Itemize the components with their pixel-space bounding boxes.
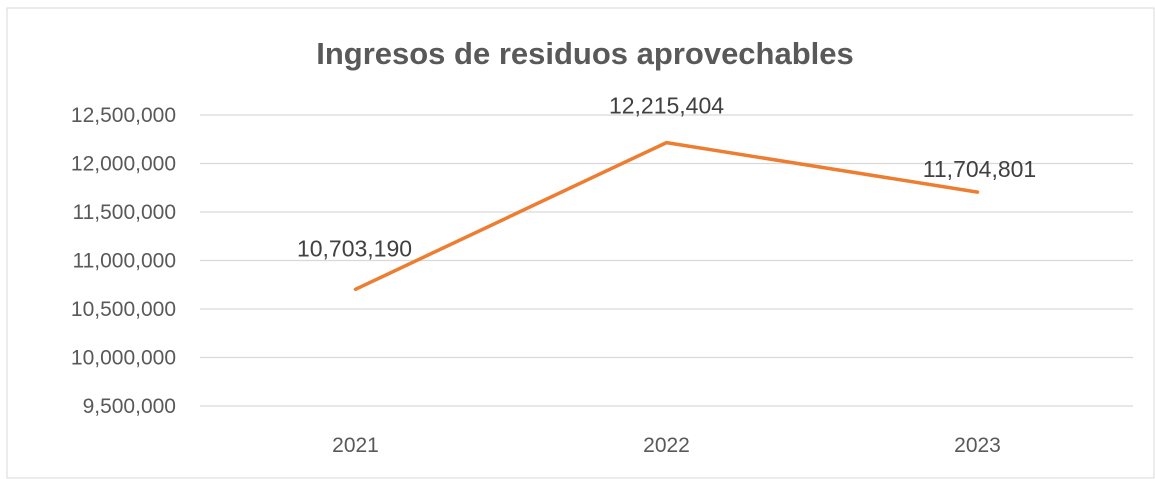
- y-tick-label: 10,500,000: [71, 298, 176, 321]
- y-tick-label: 11,500,000: [72, 201, 176, 224]
- x-tick-label: 2023: [954, 434, 1001, 457]
- chart-title: Ingresos de residuos aprovechables: [316, 36, 854, 71]
- x-tick-label: 2022: [643, 434, 690, 457]
- series-group: [353, 140, 980, 292]
- data-label: 12,215,404: [609, 93, 724, 119]
- y-axis-tick-labels: 9,500,000 10,000,000 10,500,000 11,000,000 1…: [71, 104, 176, 418]
- y-tick-label: 12,000,000: [71, 153, 176, 176]
- y-tick-label: 10,000,000: [71, 347, 176, 370]
- x-axis-tick-labels: 2021 2022 2023: [332, 434, 1001, 457]
- data-label: 10,703,190: [297, 235, 412, 261]
- data-label: 11,704,801: [923, 156, 1036, 182]
- y-tick-label: 11,000,000: [72, 250, 176, 273]
- series-line: [353, 140, 980, 292]
- y-tick-label: 12,500,000: [71, 104, 176, 127]
- y-tick-label: 9,500,000: [83, 395, 176, 418]
- chart-border: [6, 7, 1155, 479]
- x-tick-label: 2021: [332, 434, 379, 457]
- gridlines: [200, 114, 1133, 407]
- data-labels: 10,703,190 12,215,404 11,704,801: [297, 93, 1036, 262]
